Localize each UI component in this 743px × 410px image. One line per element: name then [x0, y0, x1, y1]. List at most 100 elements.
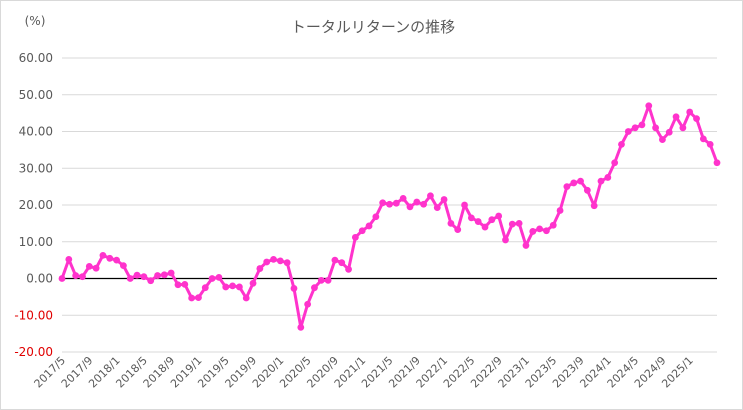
data-point [338, 259, 346, 267]
data-point [297, 323, 305, 331]
y-tick-label: 40.00 [19, 125, 53, 139]
data-point [549, 221, 557, 229]
data-point [331, 256, 339, 264]
x-axis-ticks: 2017/52017/92018/12018/52018/92019/12019… [32, 354, 696, 391]
data-point [147, 277, 155, 285]
data-point [406, 203, 414, 211]
data-point [188, 294, 196, 302]
chart-title: トータルリターンの推移 [291, 18, 455, 36]
data-point [345, 265, 352, 273]
y-axis-ticks: -20.00 -10.00 0.00 10.00 20.00 30.00 40.00 50.0… [14, 51, 53, 359]
y-tick-label: 20.00 [19, 198, 53, 212]
data-point [693, 115, 700, 123]
y-tick-label: 60.00 [19, 51, 53, 65]
data-point [570, 179, 578, 187]
y-tick-label: -10.00 [14, 308, 53, 322]
data-point [577, 177, 584, 185]
data-point [215, 273, 223, 281]
data-point [583, 186, 591, 194]
series-line [60, 104, 719, 329]
data-point [99, 251, 107, 259]
y-axis-unit-label: (%) [25, 14, 46, 28]
data-point [638, 121, 646, 129]
data-point [256, 265, 264, 272]
data-point [365, 222, 373, 230]
data-point [160, 271, 168, 279]
data-point [263, 258, 271, 266]
data-point [85, 262, 93, 270]
data-point [201, 284, 209, 292]
data-point [618, 140, 625, 148]
data-point [563, 183, 571, 191]
data-point [590, 202, 598, 210]
data-point [270, 255, 277, 263]
data-point [65, 255, 73, 263]
data-point [72, 272, 80, 279]
data-point [454, 226, 462, 234]
data-point [488, 216, 496, 224]
data-point [672, 113, 680, 121]
y-tick-label: 50.00 [19, 88, 53, 102]
data-point [659, 136, 666, 143]
data-point [358, 227, 366, 235]
data-point [631, 124, 639, 132]
data-point [235, 283, 243, 291]
data-point [167, 269, 175, 277]
data-point [440, 196, 448, 203]
data-point [133, 271, 141, 279]
data-point [529, 228, 537, 235]
data-point [222, 283, 230, 291]
data-point [467, 214, 475, 222]
data-point [372, 213, 380, 221]
data-point [113, 256, 120, 264]
data-point [229, 282, 236, 290]
data-point [379, 199, 387, 207]
data-point [624, 128, 632, 135]
data-point [181, 280, 189, 288]
data-point [665, 128, 673, 136]
series-layer [58, 102, 721, 331]
data-point [420, 200, 428, 208]
data-point [58, 275, 66, 282]
data-point [351, 233, 359, 241]
data-point [324, 276, 332, 284]
data-point [686, 108, 694, 116]
data-point [92, 264, 100, 272]
data-point [508, 220, 516, 228]
data-point [208, 275, 216, 282]
data-point [604, 174, 612, 181]
data-point [399, 194, 407, 202]
data-point [249, 279, 257, 287]
data-point [495, 212, 503, 220]
data-point [140, 273, 148, 281]
data-point [699, 135, 707, 143]
data-point [427, 192, 434, 200]
data-point [386, 200, 393, 208]
data-point [543, 227, 550, 235]
data-point [515, 219, 523, 227]
data-point [413, 198, 421, 206]
data-point [502, 236, 509, 244]
data-point [556, 207, 564, 214]
data-point [536, 225, 544, 233]
data-point [447, 219, 455, 227]
data-point [645, 102, 653, 110]
data-point [79, 273, 86, 281]
data-point [120, 262, 127, 270]
data-point [195, 294, 202, 302]
data-point [126, 275, 134, 282]
data-point [290, 285, 298, 292]
data-point [174, 281, 182, 289]
data-point [679, 124, 687, 132]
data-point [283, 259, 291, 267]
y-tick-label: 0.00 [26, 272, 53, 286]
data-point [317, 276, 325, 284]
data-point [474, 218, 482, 225]
y-tick-label: -20.00 [14, 345, 53, 359]
data-point [106, 254, 114, 262]
y-tick-label: 10.00 [19, 235, 53, 249]
data-point [481, 223, 489, 231]
data-point [154, 272, 161, 279]
